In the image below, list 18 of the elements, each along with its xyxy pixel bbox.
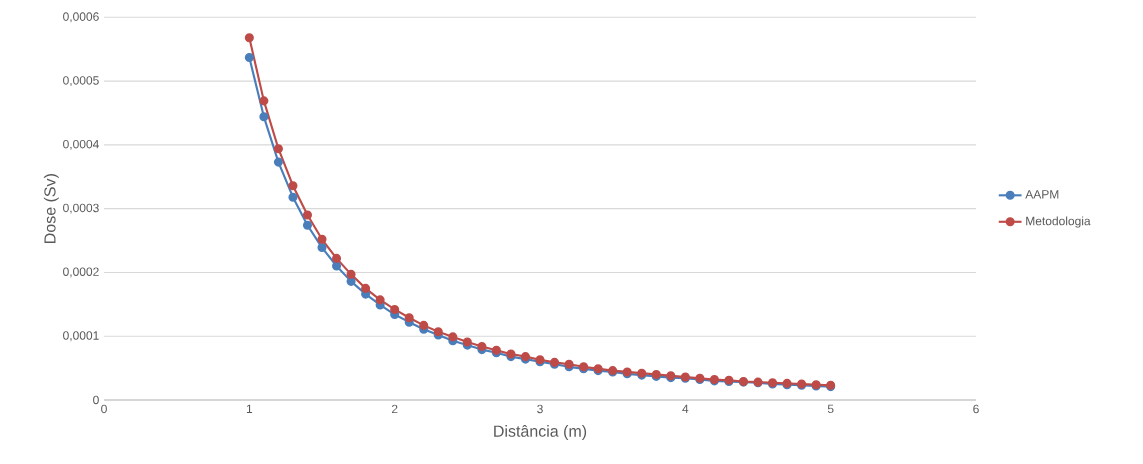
x-tick-label: 3 xyxy=(537,404,543,414)
legend-label: Metodologia xyxy=(1026,216,1091,228)
y-tick-label: 0,0002 xyxy=(63,267,99,278)
x-tick-label: 2 xyxy=(391,404,398,414)
y-tick-label: 0,0005 xyxy=(63,76,99,87)
legend-label: AAPM xyxy=(1025,190,1059,199)
x-tick-label: 4 xyxy=(682,404,689,413)
y-tick-label: 0,0001 xyxy=(63,331,99,342)
y-tick-label: 0,0003 xyxy=(63,203,99,214)
x-tick-label: 6 xyxy=(973,404,979,414)
y-axis-title: Dose (Sv) xyxy=(43,174,59,243)
x-tick-label: 5 xyxy=(827,404,834,414)
y-tick-label: 0,0004 xyxy=(63,139,99,150)
y-tick-label: 0,0006 xyxy=(63,12,99,23)
y-tick-label: 0 xyxy=(93,395,99,405)
x-axis-title: Distância (m) xyxy=(494,425,587,440)
x-tick-label: 1 xyxy=(246,404,253,413)
x-tick-label: 0 xyxy=(101,404,107,414)
